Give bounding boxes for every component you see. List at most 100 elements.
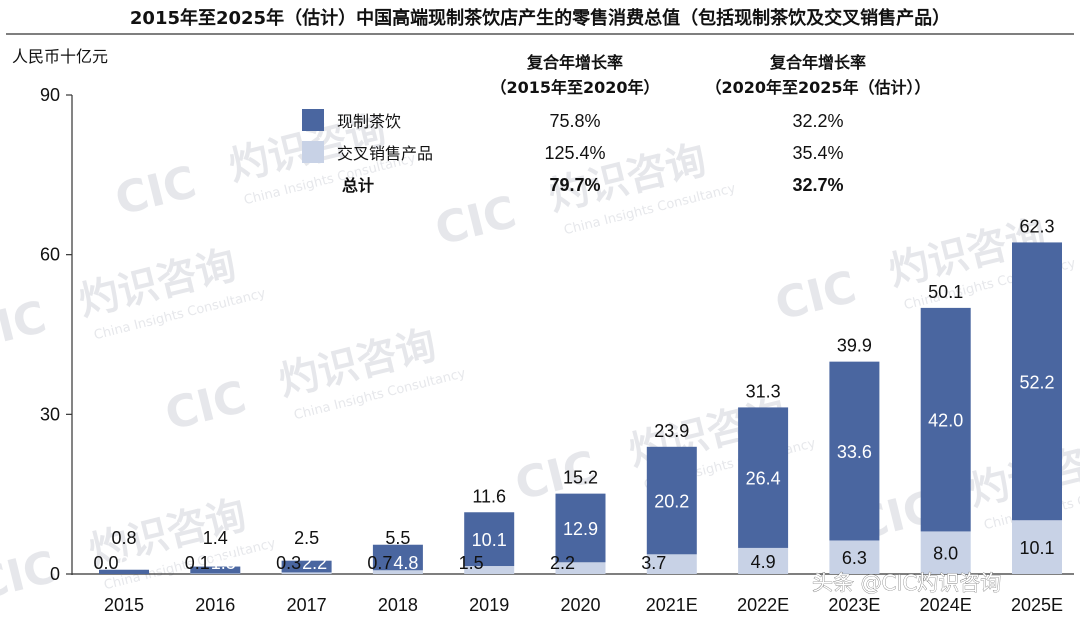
data-label-cross-2015: 0.0	[93, 553, 118, 573]
data-label-cross-2024E: 8.0	[933, 544, 958, 564]
data-label-tea-2025E: 52.2	[1019, 372, 1054, 392]
data-label-cross-2021E: 3.7	[641, 553, 666, 573]
x-tick-label-2023E: 2023E	[828, 595, 880, 615]
x-tick-label-2018: 2018	[378, 595, 418, 615]
data-label-cross-2019: 1.5	[459, 553, 484, 573]
data-label-total-2020: 15.2	[563, 468, 598, 488]
data-label-tea-2023E: 33.6	[837, 442, 872, 462]
cagr-col1-header: 复合年增长率	[526, 53, 623, 72]
x-tick-label-2016: 2016	[195, 595, 235, 615]
data-label-tea-2019: 10.1	[472, 530, 507, 550]
bar-segment-tea-2018	[372, 544, 423, 571]
data-label-tea-2024E: 42.0	[928, 411, 963, 431]
data-label-cross-2020: 2.2	[550, 553, 575, 573]
x-tick-label-2019: 2019	[469, 595, 509, 615]
y-tick-label: 60	[40, 245, 60, 265]
legend-label-tea: 现制茶饮	[337, 112, 401, 131]
x-tick-label-2022E: 2022E	[737, 595, 789, 615]
bar-segment-cross-2018	[372, 570, 423, 574]
cagr-col2-header: 复合年增长率	[769, 53, 866, 72]
data-label-cross-2016: 0.1	[185, 553, 210, 573]
legend-label-cross: 交叉销售产品	[337, 144, 433, 163]
data-label-total-2018: 5.5	[385, 528, 410, 548]
chart-title: 2015年至2025年（估计）中国高端现制茶饮店产生的零售消费总值（包括现制茶饮…	[130, 7, 950, 29]
x-tick-label-2021E: 2021E	[646, 595, 698, 615]
data-label-tea-2017: 2.2	[302, 553, 327, 573]
bar-segment-tea-2017	[281, 560, 332, 573]
cagr-cross-2020-2025: 35.4%	[792, 143, 843, 163]
unit-label: 人民币十亿元	[12, 47, 108, 66]
y-tick-label: 90	[40, 85, 60, 105]
bar-segment-cross-2020	[555, 562, 606, 574]
cagr-cross-2015-2020: 125.4%	[544, 143, 605, 163]
data-label-tea-2018: 4.8	[393, 553, 418, 573]
bar-segment-cross-2023E	[829, 540, 880, 574]
x-tick-label-2017: 2017	[287, 595, 327, 615]
data-label-total-2023E: 39.9	[837, 336, 872, 356]
x-tick-label-2024E: 2024E	[920, 595, 972, 615]
data-label-cross-2018: 0.7	[367, 553, 392, 573]
cagr-tea-2020-2025: 32.2%	[792, 111, 843, 131]
y-ticks: 0 30 60 90	[40, 85, 72, 584]
x-tick-label-2015: 2015	[104, 595, 144, 615]
data-label-total-2024E: 50.1	[928, 282, 963, 302]
cagr-col2-period: （2020年至2025年（估计））	[705, 78, 930, 97]
cagr-total-2015-2020: 79.7%	[549, 175, 600, 195]
data-label-total-2019: 11.6	[472, 486, 506, 506]
watermark-logo: CIC	[0, 292, 51, 361]
bar-segment-cross-2019	[464, 566, 515, 574]
x-tick-label-2020: 2020	[560, 595, 600, 615]
bar-segment-tea-2023E	[829, 361, 880, 541]
legend-swatch-tea	[302, 109, 324, 131]
data-label-cross-2022E: 4.9	[751, 552, 776, 572]
bar-segment-cross-2024E	[920, 531, 971, 574]
bar-segment-tea-2025E	[1012, 242, 1062, 521]
legend-swatch-cross	[302, 141, 324, 163]
data-label-total-2016: 1.4	[203, 528, 228, 548]
data-label-total-2015: 0.8	[111, 528, 136, 548]
y-tick-label: 30	[40, 404, 60, 424]
data-label-total-2025E: 62.3	[1019, 216, 1054, 236]
bar-segment-tea-2021E	[646, 446, 697, 555]
cagr-table: 复合年增长率 （2015年至2020年） 复合年增长率 （2020年至2025年…	[490, 53, 930, 195]
data-label-tea-2015: 0.8	[119, 553, 144, 573]
legend-label-total: 总计	[342, 176, 374, 195]
bar-segment-tea-2022E	[738, 407, 789, 548]
bar-segment-cross-2022E	[738, 547, 789, 574]
source-tag: 头条 @CIC灼识咨询	[812, 571, 1001, 595]
bars: 0.80.00.81.30.11.42.20.32.54.80.75.5 10.1…	[93, 216, 1062, 574]
watermark-logo: CIC	[770, 262, 861, 331]
cagr-tea-2015-2020: 75.8%	[549, 111, 600, 131]
bar-segment-tea-2019	[464, 512, 515, 567]
data-label-cross-2025E: 10.1	[1019, 538, 1054, 558]
y-tick-label: 0	[50, 564, 60, 584]
cagr-col1-period: （2015年至2020年）	[490, 78, 659, 97]
bar-segment-tea-2020	[555, 493, 606, 563]
bar-segment-tea-2024E	[920, 307, 971, 532]
bar-segment-cross-2021E	[646, 554, 697, 574]
data-label-total-2022E: 31.3	[746, 381, 781, 401]
bar-segment-cross-2025E	[1012, 520, 1062, 574]
bar-segment-cross-2016	[190, 573, 241, 574]
data-label-tea-2016: 1.3	[211, 553, 236, 573]
data-label-total-2017: 2.5	[294, 528, 319, 548]
watermark-logo: CIC	[430, 187, 521, 256]
watermark-logo: CIC	[160, 372, 251, 441]
data-label-tea-2020: 12.9	[563, 519, 598, 539]
cagr-total-2020-2025: 32.7%	[792, 175, 843, 195]
bar-segment-tea-2015	[99, 569, 149, 574]
data-label-tea-2022E: 26.4	[746, 469, 781, 489]
x-tick-label-2025E: 2025E	[1011, 595, 1063, 615]
bar-segment-cross-2017	[281, 572, 332, 574]
legend: 现制茶饮 交叉销售产品 总计	[302, 109, 433, 195]
data-label-cross-2017: 0.3	[276, 553, 301, 573]
watermark-logo: CIC	[110, 157, 201, 226]
bar-segment-tea-2016	[190, 566, 241, 574]
x-ticks: 2015 2016 2017 2018 2019 2020 2021E 2022E 2023E 2…	[104, 595, 1063, 615]
data-label-total-2021E: 23.9	[654, 421, 689, 441]
data-label-cross-2023E: 6.3	[842, 548, 867, 568]
data-label-tea-2021E: 20.2	[654, 492, 689, 512]
